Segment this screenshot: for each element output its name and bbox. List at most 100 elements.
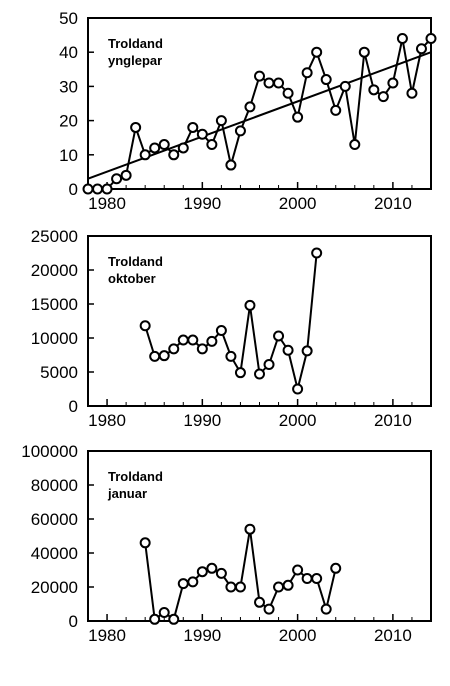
x-tick-label-ynglepar: 2010: [374, 194, 412, 213]
data-point-ynglepar: [263, 77, 275, 89]
data-point-januar: [225, 581, 237, 593]
data-point-ynglepar: [101, 183, 113, 195]
data-point-januar: [330, 562, 342, 574]
y-tick-label-januar: 20000: [31, 578, 78, 597]
data-point-ynglepar: [130, 121, 142, 133]
data-point-januar: [215, 567, 227, 579]
data-point-ynglepar: [92, 183, 104, 195]
data-point-ynglepar: [358, 46, 370, 58]
y-tick-label-oktober: 25000: [31, 227, 78, 246]
panel-label-ynglepar: Troldand: [108, 36, 163, 51]
data-point-ynglepar: [406, 87, 418, 99]
data-point-ynglepar: [187, 121, 199, 133]
y-tick-label-ynglepar: 10: [59, 146, 78, 165]
data-point-ynglepar: [330, 104, 342, 116]
y-tick-label-oktober: 0: [69, 397, 78, 416]
data-point-oktober: [158, 350, 170, 362]
data-point-januar: [282, 579, 294, 591]
data-point-januar: [187, 576, 199, 588]
x-tick-label-januar: 1980: [88, 626, 126, 645]
data-point-ynglepar: [415, 43, 427, 55]
x-tick-label-januar: 2010: [374, 626, 412, 645]
y-tick-label-januar: 40000: [31, 544, 78, 563]
data-point-ynglepar: [196, 128, 208, 140]
data-point-oktober: [292, 383, 304, 395]
data-point-oktober: [273, 330, 285, 342]
y-tick-label-ynglepar: 40: [59, 43, 78, 62]
data-point-januar: [149, 613, 161, 625]
data-point-ynglepar: [111, 173, 123, 185]
data-point-oktober: [215, 325, 227, 337]
y-tick-label-ynglepar: 0: [69, 180, 78, 199]
data-point-januar: [311, 573, 323, 584]
data-point-ynglepar: [368, 84, 380, 96]
data-point-ynglepar: [292, 111, 304, 123]
y-tick-label-oktober: 20000: [31, 261, 78, 280]
data-point-oktober: [254, 368, 265, 380]
data-point-ynglepar: [149, 142, 161, 154]
data-point-ynglepar: [244, 101, 256, 113]
data-point-ynglepar: [168, 149, 180, 161]
data-point-januar: [320, 603, 332, 615]
data-point-ynglepar: [311, 46, 323, 58]
series-line-oktober: [144, 252, 318, 390]
data-point-oktober: [225, 350, 237, 362]
panel-oktober: 0 5000 10000 15000 20000 25000 1980 1990 2000 201…: [31, 227, 432, 430]
data-point-ynglepar: [396, 33, 408, 45]
data-point-ynglepar: [120, 169, 132, 181]
data-point-januar: [301, 573, 313, 584]
data-point-januar: [158, 607, 170, 618]
data-point-ynglepar: [282, 87, 294, 99]
x-tick-label-januar: 2000: [279, 626, 317, 645]
data-point-oktober: [311, 247, 323, 259]
data-point-ynglepar: [234, 125, 246, 137]
data-point-ynglepar: [158, 139, 170, 151]
data-point-januar: [206, 562, 218, 574]
data-point-januar: [263, 603, 275, 615]
data-point-oktober: [263, 359, 275, 371]
data-point-ynglepar: [301, 67, 313, 79]
x-tick-label-ynglepar: 1980: [88, 194, 126, 213]
panel-label-ynglepar: ynglepar: [108, 53, 162, 68]
panel-ynglepar: 0 10 20 30 40 50 1980 1990 2000 2010 Troldand yngle…: [59, 9, 437, 213]
data-point-ynglepar: [139, 149, 151, 161]
data-point-ynglepar: [206, 139, 218, 151]
panel-label-januar: Troldand: [108, 469, 163, 484]
data-point-oktober: [301, 345, 313, 357]
data-point-oktober: [234, 367, 246, 379]
data-point-ynglepar: [339, 80, 351, 92]
data-point-oktober: [206, 335, 218, 347]
y-tick-label-ynglepar: 50: [59, 9, 78, 28]
data-point-januar: [177, 578, 189, 590]
data-point-januar: [196, 566, 208, 578]
data-point-januar: [244, 523, 256, 535]
data-point-oktober: [139, 320, 151, 332]
x-tick-label-ynglepar: 1990: [183, 194, 221, 213]
x-tick-label-oktober: 2000: [279, 411, 317, 430]
data-point-oktober: [196, 343, 208, 355]
y-tick-label-ynglepar: 20: [59, 112, 78, 131]
x-tick-label-oktober: 2010: [374, 411, 412, 430]
data-point-ynglepar: [273, 77, 285, 89]
panel-label-oktober: oktober: [108, 271, 156, 286]
data-point-ynglepar: [82, 183, 94, 195]
data-point-ynglepar: [320, 74, 332, 86]
data-point-ynglepar: [377, 91, 389, 103]
x-tick-label-januar: 1990: [183, 626, 221, 645]
data-point-januar: [168, 613, 180, 625]
data-point-oktober: [244, 299, 256, 311]
y-tick-label-januar: 60000: [31, 510, 78, 529]
data-point-januar: [234, 581, 246, 593]
panel-januar: 0 20000 40000 60000 80000 100000 1980 1990 2000 2…: [21, 442, 432, 645]
data-point-oktober: [187, 334, 199, 346]
y-tick-label-januar: 0: [69, 612, 78, 631]
data-point-oktober: [282, 344, 294, 356]
x-tick-label-ynglepar: 2000: [279, 194, 317, 213]
data-point-oktober: [168, 343, 180, 355]
y-tick-label-januar: 100000: [21, 442, 78, 461]
data-point-ynglepar: [254, 70, 265, 82]
y-tick-label-ynglepar: 30: [59, 77, 78, 96]
x-tick-label-oktober: 1980: [88, 411, 126, 430]
